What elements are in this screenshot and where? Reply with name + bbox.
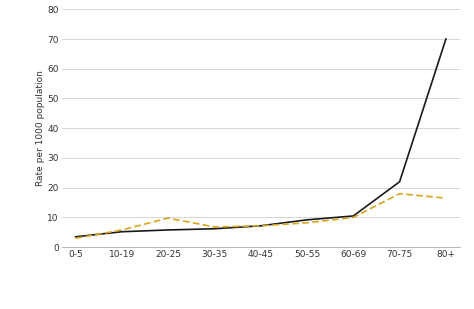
Male rate per 1000 (443, 37, 449, 41)
Female rate per 1000 (119, 228, 125, 232)
Female rate per 1000 (350, 216, 356, 219)
Male rate per 1000 (397, 180, 402, 184)
Female rate per 1000 (258, 224, 264, 228)
Male rate per 1000 (73, 235, 78, 239)
Female rate per 1000 (73, 236, 78, 240)
Male rate per 1000 (258, 224, 264, 228)
Female rate per 1000 (165, 216, 171, 220)
Male rate per 1000 (350, 214, 356, 218)
Female rate per 1000 (211, 225, 217, 229)
Female rate per 1000 (304, 221, 310, 225)
Female rate per 1000 (443, 196, 449, 200)
Male rate per 1000 (304, 218, 310, 222)
Line: Male rate per 1000: Male rate per 1000 (75, 39, 446, 237)
Line: Female rate per 1000: Female rate per 1000 (75, 194, 446, 238)
Y-axis label: Rate per 1000 population: Rate per 1000 population (36, 70, 45, 186)
Male rate per 1000 (165, 228, 171, 232)
Female rate per 1000 (397, 192, 402, 196)
Male rate per 1000 (211, 227, 217, 231)
Male rate per 1000 (119, 230, 125, 234)
